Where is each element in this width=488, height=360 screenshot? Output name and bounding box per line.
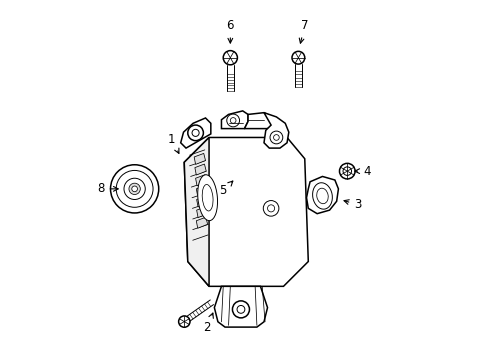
Polygon shape (196, 217, 207, 228)
Ellipse shape (197, 175, 217, 221)
Ellipse shape (312, 183, 332, 209)
Circle shape (273, 135, 279, 140)
Polygon shape (306, 176, 338, 214)
Circle shape (129, 183, 140, 194)
Circle shape (192, 129, 199, 136)
Text: 7: 7 (299, 19, 308, 43)
Polygon shape (244, 113, 274, 129)
Circle shape (230, 118, 236, 123)
Text: 6: 6 (226, 19, 234, 43)
Circle shape (178, 316, 190, 327)
Polygon shape (264, 113, 288, 148)
Polygon shape (184, 138, 209, 286)
Polygon shape (184, 138, 307, 286)
Circle shape (263, 201, 278, 216)
Polygon shape (214, 286, 267, 327)
Circle shape (110, 165, 159, 213)
Circle shape (132, 186, 137, 192)
Circle shape (124, 178, 145, 199)
Polygon shape (196, 185, 207, 196)
Circle shape (187, 125, 203, 141)
Ellipse shape (316, 188, 327, 204)
Polygon shape (195, 164, 206, 175)
Circle shape (339, 163, 354, 179)
Polygon shape (195, 175, 206, 186)
Circle shape (226, 114, 239, 127)
Circle shape (343, 167, 351, 175)
Ellipse shape (202, 184, 213, 211)
Polygon shape (196, 207, 207, 217)
Circle shape (232, 301, 249, 318)
Circle shape (267, 205, 274, 212)
Text: 5: 5 (219, 181, 232, 197)
Text: 2: 2 (203, 313, 213, 334)
Circle shape (291, 51, 304, 64)
Text: 4: 4 (354, 165, 370, 177)
Text: 8: 8 (97, 183, 118, 195)
Circle shape (237, 306, 244, 313)
Polygon shape (196, 196, 207, 207)
Text: 3: 3 (344, 198, 361, 211)
Circle shape (223, 51, 237, 65)
Circle shape (269, 131, 282, 144)
Polygon shape (194, 153, 205, 165)
Polygon shape (181, 118, 210, 148)
Circle shape (116, 170, 153, 207)
Polygon shape (221, 111, 247, 129)
Text: 1: 1 (168, 133, 179, 153)
